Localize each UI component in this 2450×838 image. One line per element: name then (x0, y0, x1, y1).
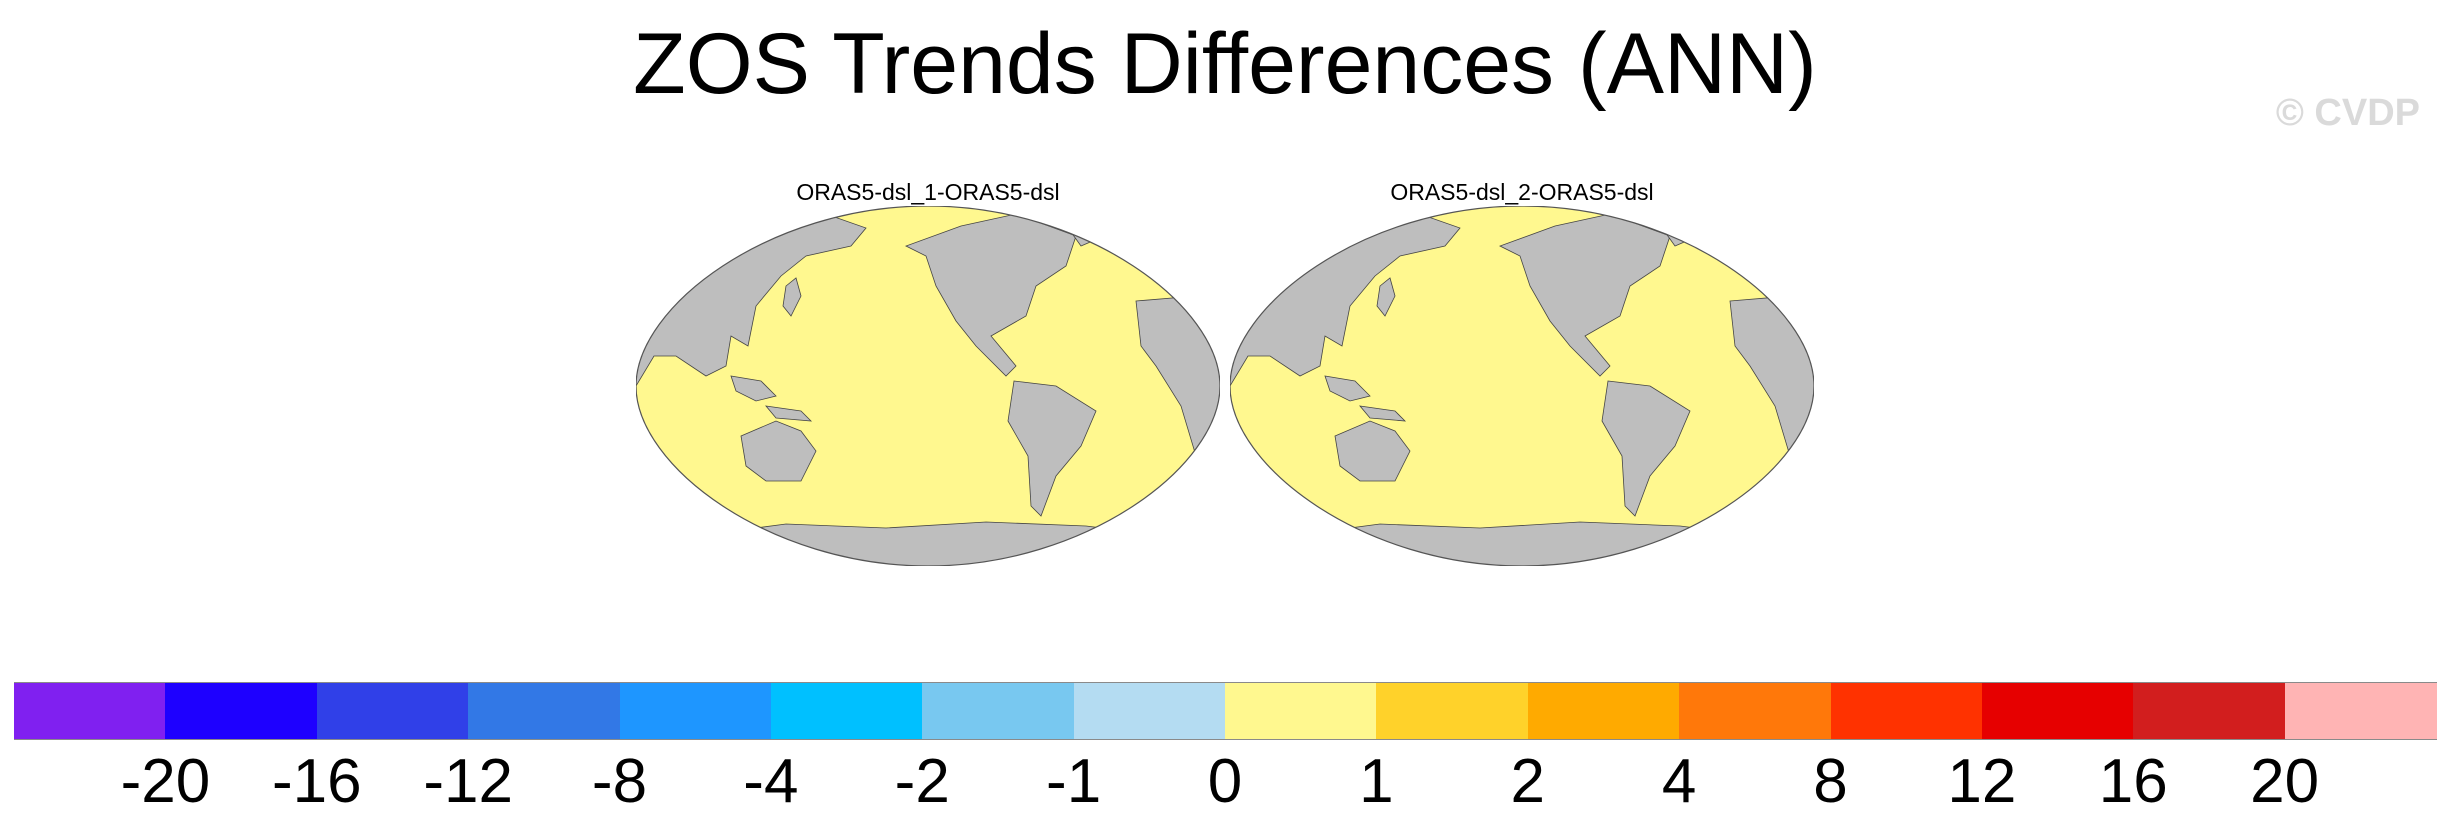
colorbar-swatch (1527, 682, 1680, 740)
colorbar-tick-label: -12 (423, 747, 513, 816)
colorbar-tick-label: -8 (591, 747, 648, 816)
map-panel-2: ORAS5-dsl_2-ORAS5-dsl (1230, 178, 1814, 566)
colorbar-tick-label: 4 (1661, 747, 1697, 816)
colorbar-swatch (316, 682, 469, 740)
colorbar-swatch (922, 682, 1075, 740)
colorbar-swatch (619, 682, 772, 740)
colorbar-swatch (770, 682, 923, 740)
colorbar-tick-label: 2 (1510, 747, 1545, 816)
colorbar-tick-label: -1 (1046, 747, 1102, 816)
colorbar-swatch (165, 682, 318, 740)
colorbar (14, 682, 2437, 742)
panel-title: ORAS5-dsl_2-ORAS5-dsl (1390, 179, 1654, 205)
colorbar-tick-label: -16 (271, 747, 362, 816)
colorbar-swatch (1376, 682, 1529, 740)
colorbar-tick-label: -20 (120, 747, 211, 816)
colorbar-tick-label: 8 (1813, 747, 1848, 816)
colorbar-tick-label: 20 (2250, 747, 2320, 816)
world-map (636, 206, 1220, 566)
colorbar-tick-label: 16 (2098, 747, 2168, 816)
colorbar-tick-label: 1 (1359, 747, 1394, 816)
colorbar-tick-label: 12 (1947, 747, 2017, 816)
colorbar-swatch (1981, 682, 2134, 740)
cvdp-watermark: © CVDP (2275, 92, 2420, 134)
chart-title: ZOS Trends Differences (ANN) (633, 16, 1817, 112)
colorbar-swatch (1073, 682, 1226, 740)
map-panel-1: ORAS5-dsl_1-ORAS5-dsl (636, 178, 1220, 566)
colorbar-swatch (14, 682, 166, 740)
colorbar-swatch (1679, 682, 1832, 740)
panel-title: ORAS5-dsl_1-ORAS5-dsl (796, 179, 1060, 205)
colorbar-tick-label: -4 (743, 747, 799, 816)
colorbar-swatch (2133, 682, 2286, 740)
colorbar-swatch (2284, 682, 2437, 740)
colorbar-swatch (468, 682, 621, 740)
colorbar-tick-label: 0 (1207, 747, 1243, 816)
colorbar-swatch (1225, 682, 1377, 740)
colorbar-tick-label: -2 (894, 747, 950, 816)
colorbar-swatch (1830, 682, 1983, 740)
world-map (1230, 206, 1814, 566)
